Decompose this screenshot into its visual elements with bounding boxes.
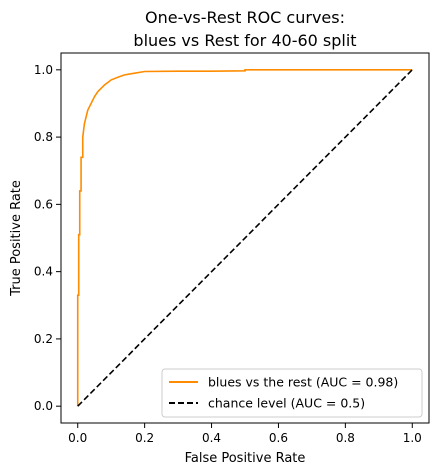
- plot-frame: [60, 52, 430, 424]
- legend-box: [161, 368, 423, 418]
- x-tick-label: 0.8: [336, 431, 355, 445]
- roc-curve-blues: [76, 69, 413, 407]
- series-layer: [76, 69, 413, 407]
- x-tick-label: 1.0: [403, 431, 422, 445]
- y-tick-label: 1.0: [34, 63, 53, 77]
- y-tick-label: 0.4: [34, 265, 53, 279]
- y-tick-label: 0.0: [34, 399, 53, 413]
- chance-level-line: [77, 69, 413, 407]
- x-tick-label: 0.4: [202, 431, 221, 445]
- y-axis-label: True Positive Rate: [9, 180, 24, 297]
- y-tick-label: 0.6: [34, 197, 53, 211]
- legend-label-blues: blues vs the rest (AUC = 0.98): [208, 375, 398, 390]
- x-axis: 0.0 0.2 0.4 0.6 0.8 1.0: [68, 423, 422, 445]
- y-tick-label: 0.8: [34, 130, 53, 144]
- legend: blues vs the rest (AUC = 0.98) chance le…: [161, 368, 423, 418]
- x-tick-label: 0.2: [135, 431, 154, 445]
- chart-title-line-2: blues vs Rest for 40-60 split: [133, 31, 356, 50]
- chart-title-line-1: One-vs-Rest ROC curves:: [145, 8, 345, 27]
- x-tick-label: 0.0: [68, 431, 87, 445]
- x-tick-label: 0.6: [269, 431, 288, 445]
- y-axis: 0.0 0.2 0.4 0.6 0.8 1.0: [34, 63, 61, 413]
- y-tick-label: 0.2: [34, 332, 53, 346]
- x-axis-label: False Positive Rate: [185, 451, 306, 466]
- legend-label-chance: chance level (AUC = 0.5): [208, 396, 365, 411]
